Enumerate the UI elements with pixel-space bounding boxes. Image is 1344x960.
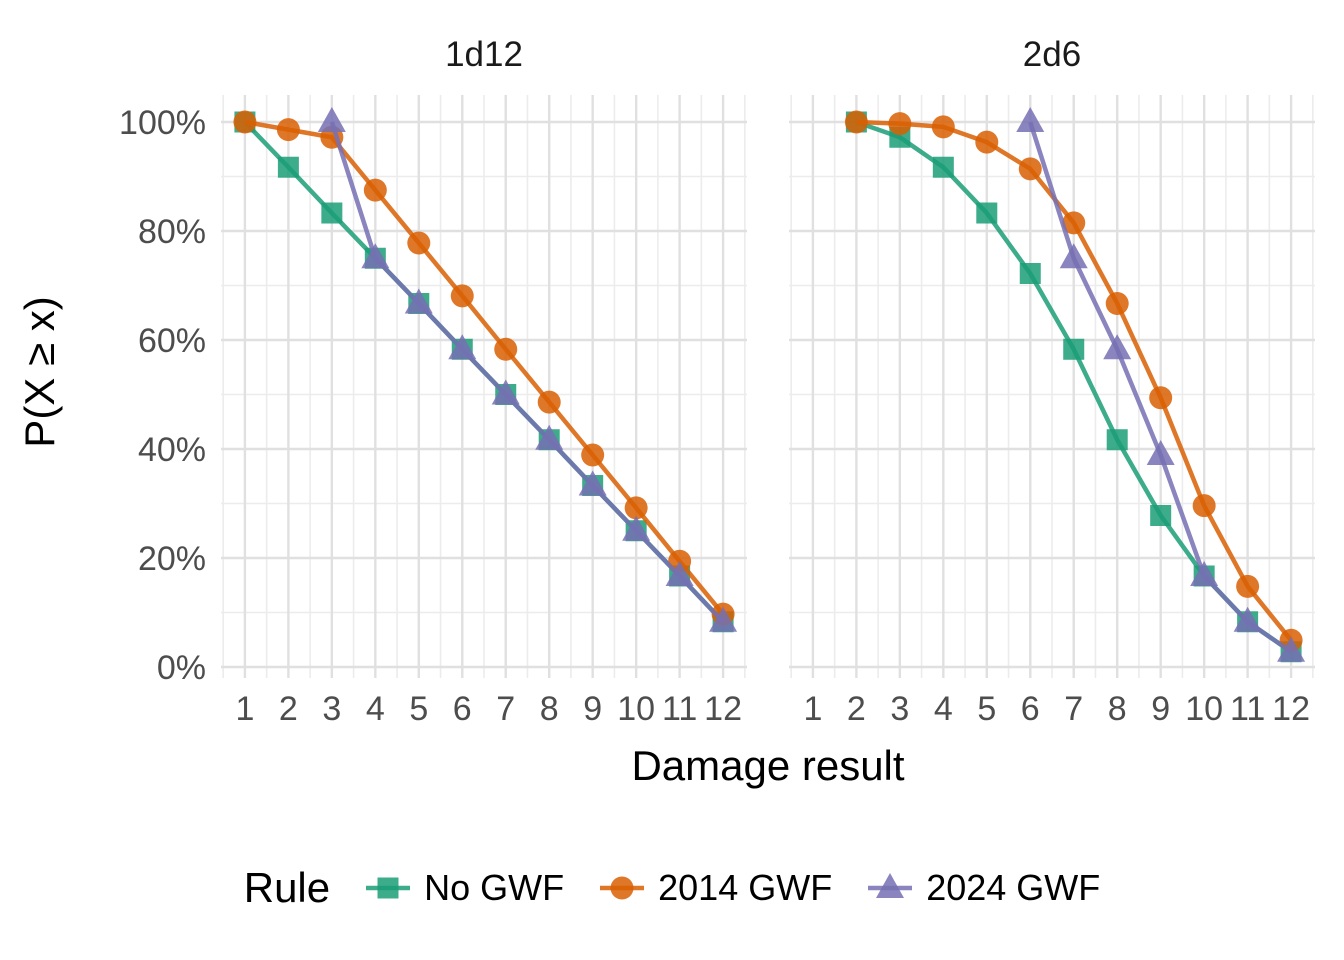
- data-point: [276, 118, 300, 142]
- facet-title: 1d12: [445, 35, 523, 74]
- x-tick-label: 3: [322, 690, 341, 728]
- data-point: [665, 560, 694, 586]
- legend-key-marker: [876, 873, 905, 898]
- x-tick-label: 1: [803, 690, 822, 728]
- data-point: [1019, 263, 1041, 285]
- legend-key-square-icon: [366, 877, 411, 899]
- data-point: [363, 178, 387, 202]
- y-tick-label: 100%: [119, 104, 206, 142]
- x-tick-label: 2: [847, 690, 866, 728]
- data-point: [1106, 429, 1128, 451]
- data-point: [404, 288, 433, 314]
- data-point: [888, 112, 912, 136]
- data-point: [578, 470, 607, 496]
- data-point: [361, 243, 390, 269]
- data-point: [1146, 439, 1175, 465]
- y-tick-label: 60%: [138, 322, 206, 360]
- legend-items: No GWF 2014 GWF 2024 GWF: [364, 870, 1100, 906]
- legend-item-label: 2014 GWF: [658, 867, 833, 908]
- x-tick-label: 10: [1185, 690, 1223, 728]
- x-tick-label: 11: [1230, 690, 1265, 728]
- x-tick-label: 7: [1064, 690, 1083, 728]
- data-point: [1192, 494, 1216, 518]
- legend-key-marker: [377, 877, 399, 899]
- data-point: [1236, 574, 1260, 598]
- legend-item: 2024 GWF: [866, 870, 1100, 906]
- legend-item-label: 2024 GWF: [926, 867, 1101, 908]
- y-tick-label: 40%: [138, 431, 206, 469]
- legend: Rule No GWF 2014 GWF 2024 GWF: [0, 852, 1344, 924]
- x-tick-label: 8: [1108, 690, 1127, 728]
- data-point: [581, 443, 605, 467]
- legend-key-triangle-icon: [868, 873, 913, 898]
- data-point: [537, 390, 561, 414]
- legend-title: Rule: [243, 864, 331, 911]
- y-tick-label: 20%: [138, 540, 206, 578]
- data-point: [448, 334, 477, 360]
- data-point: [844, 110, 868, 134]
- data-point: [1062, 211, 1086, 235]
- data-point: [931, 115, 955, 139]
- x-tick-label: 4: [366, 690, 385, 728]
- data-point: [1103, 334, 1132, 360]
- x-tick-label: 9: [583, 690, 602, 728]
- data-point: [233, 110, 257, 134]
- x-tick-label: 6: [1021, 690, 1040, 728]
- facet-panel: [221, 95, 747, 678]
- x-tick-label: 11: [662, 690, 697, 728]
- facet-panel: [789, 95, 1315, 678]
- x-tick-label: 5: [977, 690, 996, 728]
- x-tick-label: 5: [409, 690, 428, 728]
- legend-item: 2014 GWF: [598, 870, 832, 906]
- x-tick-label: 6: [453, 690, 472, 728]
- data-point: [1018, 157, 1042, 181]
- data-point: [709, 606, 738, 632]
- data-point: [975, 130, 999, 154]
- x-tick-label: 1: [235, 690, 254, 728]
- x-tick-label: 2: [279, 690, 298, 728]
- data-point: [1233, 606, 1262, 632]
- data-point: [932, 156, 954, 178]
- x-tick-label: 12: [1272, 690, 1310, 728]
- x-tick-label: 10: [617, 690, 655, 728]
- data-point: [976, 202, 998, 224]
- data-point: [407, 231, 431, 255]
- data-point: [494, 337, 518, 361]
- y-tick-label: 80%: [138, 213, 206, 251]
- x-tick-label: 3: [890, 690, 909, 728]
- data-point: [624, 496, 648, 520]
- facet-title: 2d6: [1023, 35, 1081, 74]
- y-tick-label: 0%: [157, 649, 206, 687]
- x-tick-label: 7: [496, 690, 515, 728]
- data-point: [491, 379, 520, 405]
- data-point: [1190, 560, 1219, 586]
- data-point: [1105, 291, 1129, 315]
- data-point: [450, 284, 474, 308]
- data-point: [1016, 107, 1045, 132]
- data-point: [1063, 338, 1085, 360]
- data-point: [1277, 636, 1306, 662]
- legend-key-marker: [610, 876, 634, 900]
- x-tick-label: 12: [704, 690, 742, 728]
- legend-item-label: No GWF: [424, 867, 565, 908]
- legend-item: No GWF: [364, 870, 564, 906]
- data-point: [1059, 243, 1088, 269]
- data-point: [317, 107, 346, 132]
- x-tick-label: 8: [540, 690, 559, 728]
- series-line: [329, 121, 725, 624]
- data-point: [1150, 504, 1172, 526]
- data-point: [277, 156, 299, 178]
- data-point: [1149, 386, 1173, 410]
- data-point: [321, 202, 343, 224]
- x-axis-title: Damage result: [631, 742, 905, 789]
- x-tick-label: 4: [934, 690, 953, 728]
- data-point: [535, 424, 564, 450]
- x-tick-label: 9: [1151, 690, 1170, 728]
- y-axis-title: P(X ≥ x): [16, 296, 63, 448]
- legend-key-circle-icon: [600, 876, 645, 900]
- data-point: [622, 515, 651, 541]
